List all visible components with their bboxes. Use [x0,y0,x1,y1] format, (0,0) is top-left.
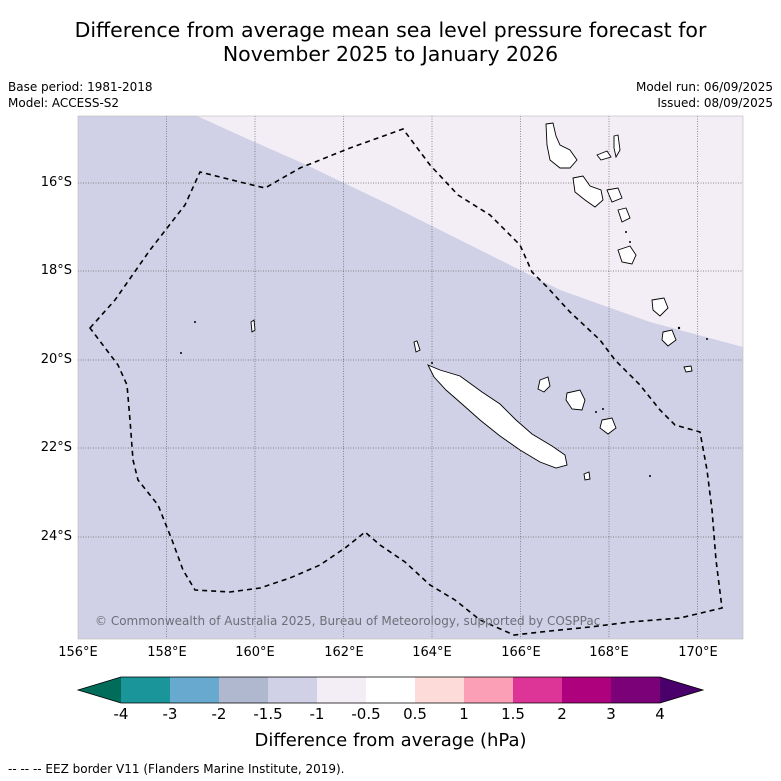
model-name: Model: ACCESS-S2 [8,96,120,110]
meta-right: Model run: 06/09/2025 Issued: 08/09/2025 [636,79,773,111]
chart-title: Difference from average mean sea level p… [0,18,781,66]
base-period: Base period: 1981-2018 [8,80,153,94]
colorbar-outline [76,676,705,704]
lat-label-22s: 22°S [40,440,72,455]
colorbar-segment-4 [268,677,317,703]
lon-label-164e: 164°E [412,645,452,660]
vanuatu-island-3 [613,134,621,159]
colorbar-segment-7 [415,677,464,703]
chesterfield-reef [250,319,256,333]
erromango-island [617,245,637,265]
colorbar-tick-7: 0.5 [403,705,427,723]
title-line-1: Difference from average mean sea level p… [74,18,707,42]
colorbar-segment-11 [611,677,660,703]
colorbar-extend-low [78,677,121,703]
colorbar [76,676,705,704]
colorbar-extend-high [660,677,703,703]
south-island [583,471,591,481]
lat-label-18s: 18°S [40,263,72,278]
vanuatu-island-5 [606,187,623,203]
vanuatu-island-2 [596,150,612,161]
colorbar-segment-10 [562,677,611,703]
belep-islands [413,340,421,353]
matthew-island [683,365,693,373]
colorbar-tick-8: 1 [459,705,469,723]
colorbar-segment-5 [317,677,366,703]
colorbar-segment-6 [366,677,415,703]
meta-left: Base period: 1981-2018 Model: ACCESS-S2 [8,79,153,111]
new-caledonia-island [427,364,568,469]
colorbar-tick-9: 1.5 [501,705,525,723]
colorbar-tick-3: -2 [211,705,227,723]
issued-date: Issued: 08/09/2025 [657,96,773,110]
colorbar-tick-6: -0.5 [351,705,381,723]
efate-island [617,207,631,223]
map-frame [77,115,744,640]
colorbar-segment-9 [513,677,562,703]
pressure-band-light [197,116,743,347]
colorbar-segment-3 [219,677,268,703]
colorbar-segment-1 [121,677,170,703]
loyalty-island-2 [565,389,586,411]
tanna-island [651,297,669,317]
colorbar-segment-2 [170,677,219,703]
lon-label-162e: 162°E [324,645,364,660]
eez-border [88,128,723,636]
lon-label-158e: 158°E [147,645,187,660]
colorbar-title: Difference from average (hPa) [254,730,527,751]
colorbar-tick-2: -3 [162,705,178,723]
lat-label-16s: 16°S [40,175,72,190]
colorbar-tick-12: 4 [655,705,665,723]
espiritu-santo-island [545,122,578,169]
coastlines [250,122,693,481]
colorbar-tick-1: -4 [113,705,129,723]
colorbar-tick-4: -1.5 [253,705,283,723]
title-line-2: November 2025 to January 2026 [222,42,559,66]
footer-note: -- -- -- EEZ border V11 (Flanders Marine… [8,762,345,776]
colorbar-tick-10: 2 [557,705,567,723]
colorbar-tick-11: 3 [606,705,616,723]
loyalty-island-3 [599,417,617,435]
vanuatu-island-9 [661,329,677,347]
lon-label-170e: 170°E [678,645,718,660]
lat-label-20s: 20°S [40,352,72,367]
colorbar-tick-5: -1 [309,705,325,723]
loyalty-island-1 [537,376,551,393]
lon-label-166e: 166°E [501,645,541,660]
graticule [78,116,743,639]
small-islets [180,231,708,477]
lat-label-24s: 24°S [40,529,72,544]
lon-label-156e: 156°E [58,645,98,660]
copyright-notice: © Commonwealth of Australia 2025, Bureau… [95,614,601,628]
model-run: Model run: 06/09/2025 [635,80,773,94]
colorbar-segment-8 [464,677,513,703]
lon-label-160e: 160°E [235,645,275,660]
malekula-island [572,175,604,208]
lon-label-168e: 168°E [589,645,629,660]
